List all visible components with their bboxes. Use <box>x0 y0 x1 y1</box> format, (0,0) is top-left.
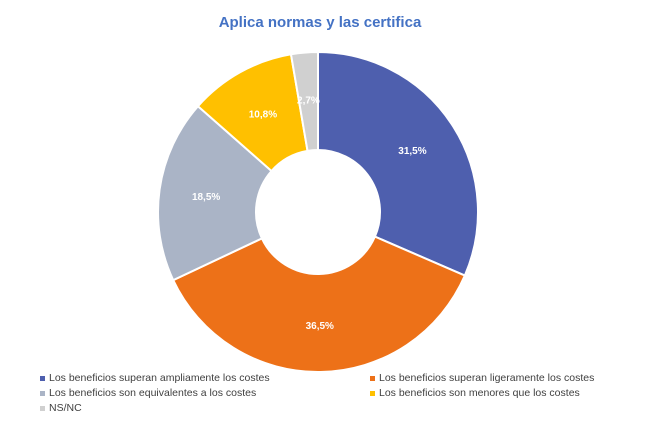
slice-label-4: 10,8% <box>249 109 277 120</box>
legend-item-1: Los beneficios superan ampliamente los c… <box>40 372 370 384</box>
chart-title: Aplica normas y las certifica <box>218 14 422 31</box>
legend-swatch-3 <box>40 390 45 396</box>
legend-swatch-4 <box>370 390 375 396</box>
chart-legend: Los beneficios superan ampliamente los c… <box>40 372 640 414</box>
donut-slice-2 <box>171 235 467 373</box>
legend-label-1: Los beneficios superan ampliamente los c… <box>49 372 270 384</box>
legend-swatch-1 <box>40 375 45 381</box>
slice-label-2: 36,5% <box>306 321 334 332</box>
donut-slice-1 <box>317 50 479 277</box>
legend-label-5: NS/NC <box>49 402 82 414</box>
slice-label-1: 31,5% <box>398 146 426 157</box>
donut-slice-3 <box>157 104 273 282</box>
legend-swatch-2 <box>370 375 375 381</box>
legend-label-3: Los beneficios son equivalentes a los co… <box>49 387 257 399</box>
donut-slice-5 <box>289 50 319 153</box>
legend-label-2: Los beneficios superan ligeramente los c… <box>379 372 595 384</box>
legend-swatch-5 <box>40 405 45 411</box>
slice-label-3: 18,5% <box>192 192 220 203</box>
legend-item-5: NS/NC <box>40 402 370 414</box>
legend-label-4: Los beneficios son menores que los coste… <box>379 387 580 399</box>
legend-item-2: Los beneficios superan ligeramente los c… <box>370 372 640 384</box>
legend-item-3: Los beneficios son equivalentes a los co… <box>40 387 370 399</box>
legend-item-4: Los beneficios son menores que los coste… <box>370 387 640 399</box>
slice-label-5: 2,7% <box>297 95 320 106</box>
